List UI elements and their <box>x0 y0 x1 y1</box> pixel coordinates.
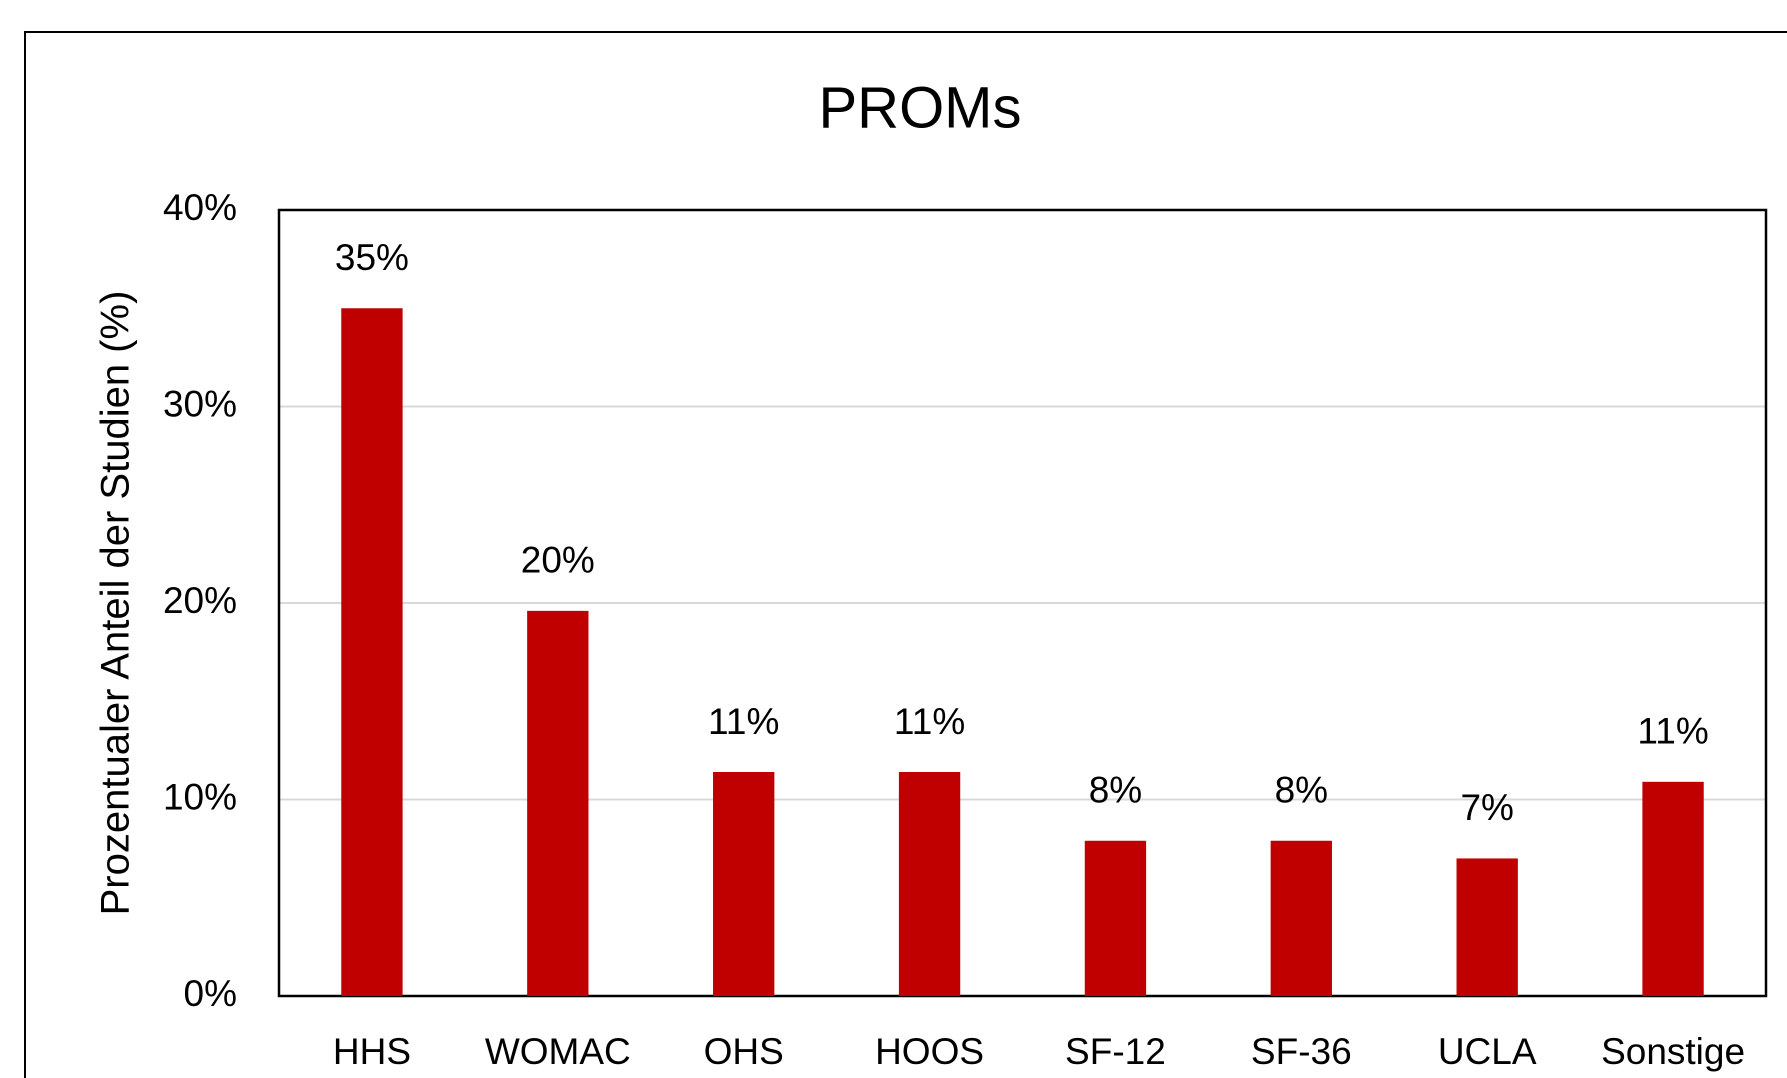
x-tick-label: SF-12 <box>1065 1031 1166 1072</box>
y-tick-label: 30% <box>163 383 237 424</box>
x-tick-label: HHS <box>333 1031 411 1072</box>
y-tick-label: 40% <box>163 187 237 228</box>
y-tick-label: 10% <box>163 776 237 817</box>
value-label: 11% <box>708 701 779 742</box>
y-tick-label: 20% <box>163 580 237 621</box>
value-label: 11% <box>894 701 965 742</box>
bar <box>527 610 589 996</box>
value-label: 7% <box>1460 787 1513 828</box>
bar <box>1084 840 1147 996</box>
x-tick-label: WOMAC <box>485 1031 631 1072</box>
value-label: 8% <box>1275 770 1328 811</box>
x-tick-label: UCLA <box>1438 1031 1537 1072</box>
x-tick-label: Sonstige <box>1601 1031 1745 1072</box>
value-label: 20% <box>521 540 595 581</box>
chart-title: PROMs <box>819 75 1022 140</box>
plot-frame <box>277 208 1768 998</box>
x-tick-label: SF-36 <box>1251 1031 1352 1072</box>
value-label: 8% <box>1089 770 1142 811</box>
bar <box>1642 781 1704 996</box>
bar <box>898 771 961 996</box>
bar <box>713 771 775 996</box>
x-tick-label: HOOS <box>875 1031 984 1072</box>
bar <box>1456 858 1518 996</box>
value-label: 35% <box>335 237 409 278</box>
bar <box>341 308 403 996</box>
y-axis-label: Prozentualer Anteil der Studien (%) <box>94 291 138 916</box>
y-tick-label: 0% <box>184 973 237 1014</box>
value-label: 11% <box>1637 711 1708 752</box>
bar <box>1270 840 1332 996</box>
x-tick-label: OHS <box>704 1031 784 1072</box>
